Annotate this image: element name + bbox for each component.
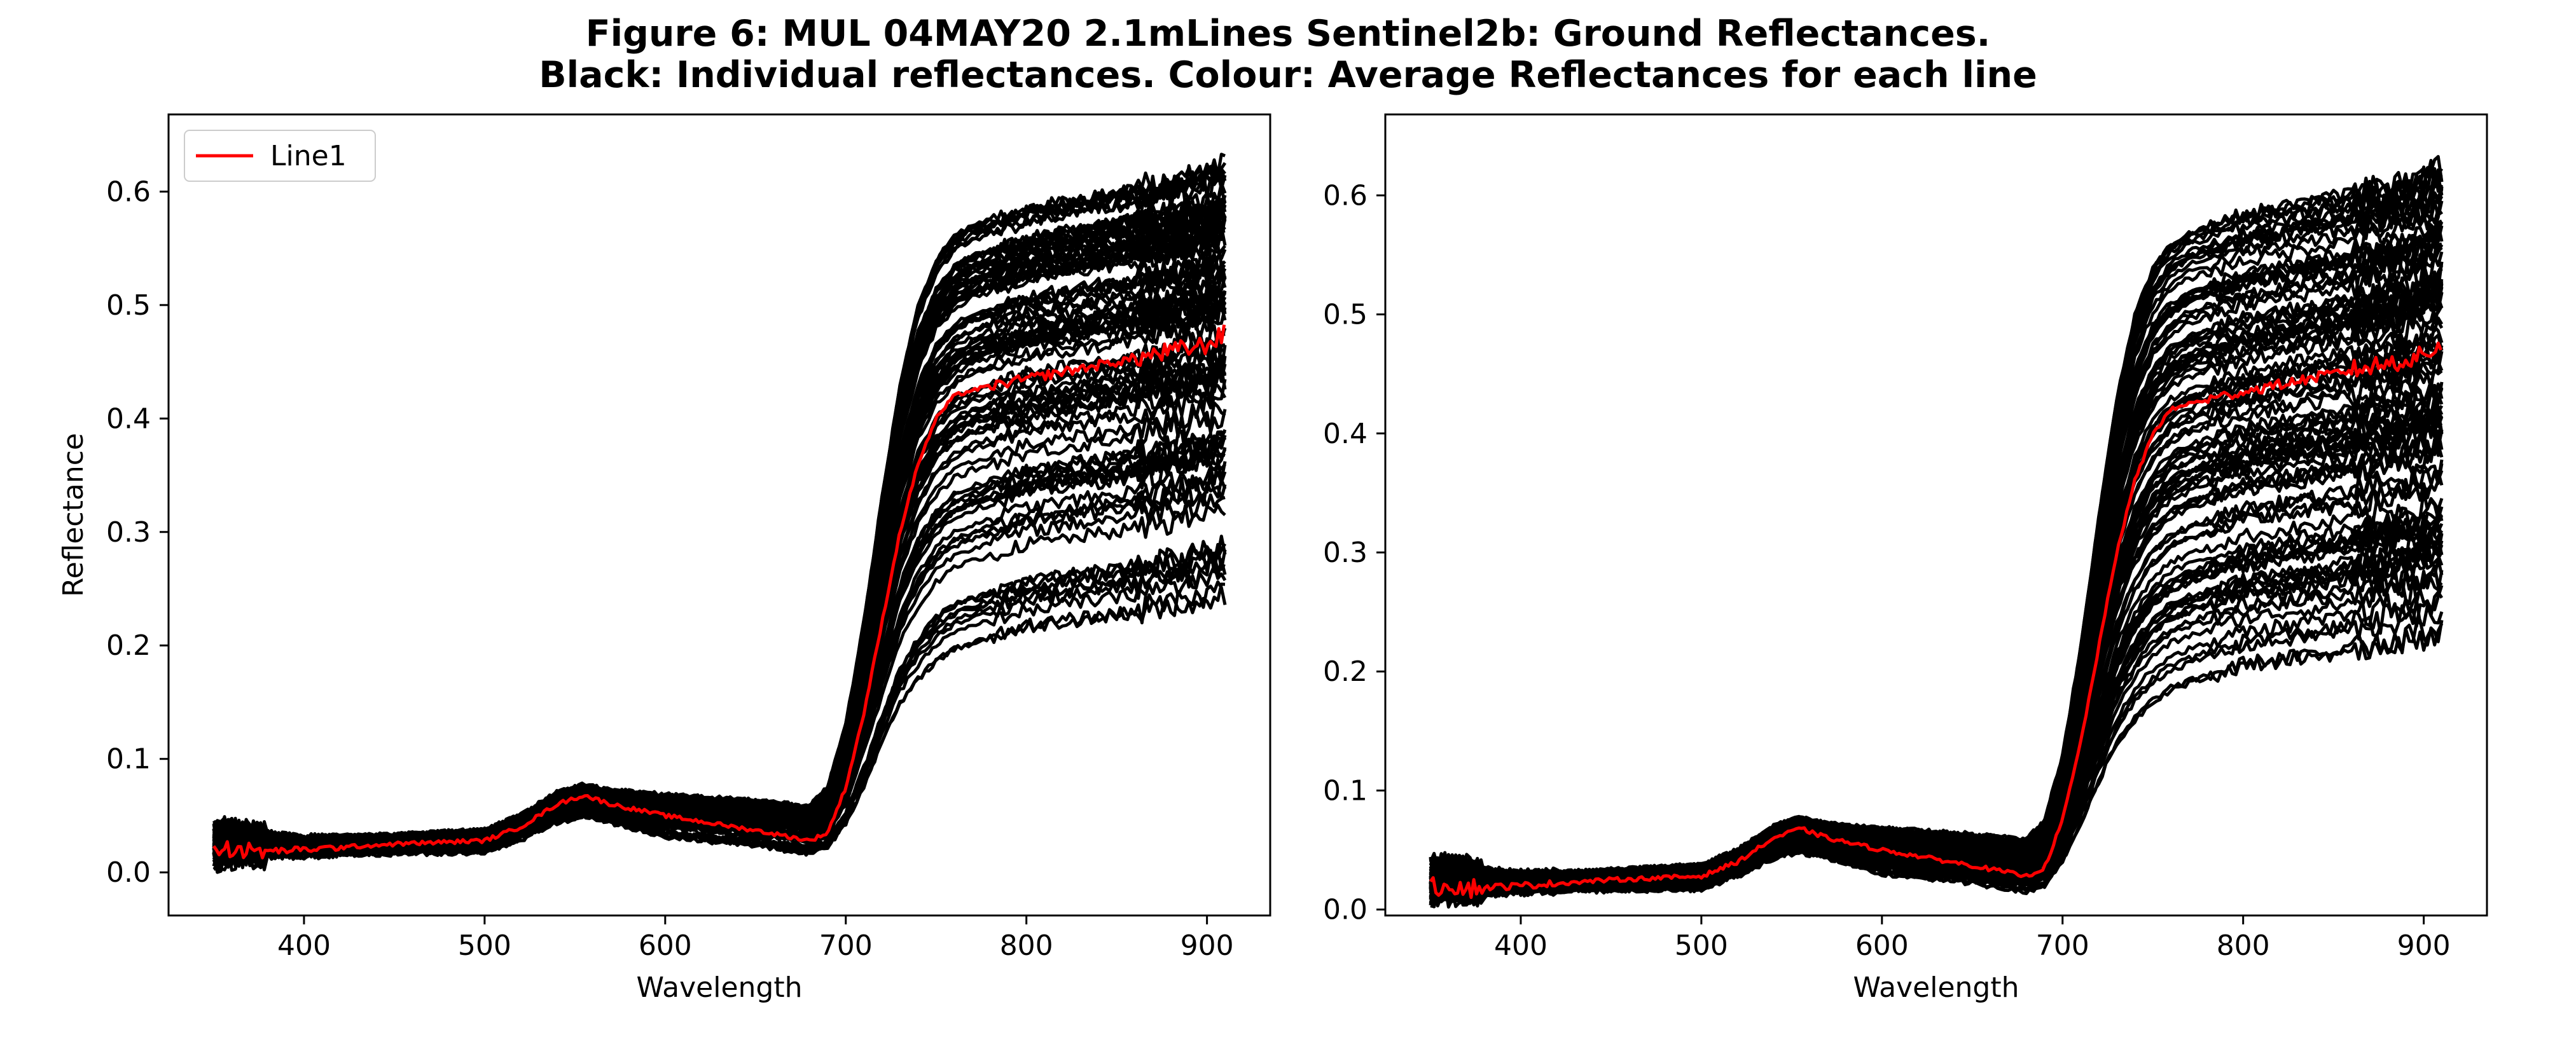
y-tick-label: 0.4 (106, 402, 151, 435)
y-tick-label: 0.1 (1323, 774, 1368, 807)
axes-frame (167, 113, 1271, 917)
legend-entry-label: Line1 (270, 140, 347, 172)
average-reflectance-line (212, 324, 1226, 860)
y-tick-label: 0.2 (1323, 655, 1368, 688)
y-tick-label: 0.3 (106, 516, 151, 549)
individual-spectrum-line (1429, 619, 2444, 906)
figure-title-line-2: Black: Individual reflectances. Colour: … (539, 54, 2037, 96)
individual-spectrum-line (212, 554, 1226, 872)
right-plot-panel: 400 500 600 700 800 900 0.0 0.1 0.2 0.3 0.4 0.5 0.6 W… (1323, 113, 2488, 1004)
individual-spectrum-line (1429, 470, 2444, 902)
y-tick-label: 0.4 (1323, 418, 1368, 450)
legend-box (184, 130, 376, 182)
x-tick-label: 400 (277, 929, 331, 962)
axes-frame (1384, 113, 2488, 917)
x-tick-label: 900 (2397, 929, 2451, 962)
individual-spectrum-line (212, 534, 1227, 871)
y-tick-label: 0.5 (1323, 299, 1368, 331)
x-tick-label: 600 (639, 929, 692, 962)
x-tick-label: 500 (458, 929, 511, 962)
average-reflectance-line (1429, 341, 2442, 899)
individual-spectrum-line (1429, 333, 2444, 893)
y-tick-label: 0.2 (106, 629, 151, 662)
y-axis-label: Reflectance (57, 433, 90, 597)
x-tick-label: 600 (1855, 929, 1909, 962)
individual-spectrum-line (1429, 186, 2444, 881)
x-tick-label: 800 (2217, 929, 2270, 962)
x-tick-label: 900 (1181, 929, 1234, 962)
x-axis-label: Wavelength (1853, 971, 2019, 1004)
y-tick-label: 0.5 (106, 289, 151, 322)
y-tick-label: 0.0 (1323, 894, 1368, 926)
x-tick-label: 700 (819, 929, 873, 962)
legend: Line1 (184, 130, 376, 182)
x-tick-label: 400 (1494, 929, 1548, 962)
individual-spectrum-line (212, 161, 1227, 849)
x-tick-label: 500 (1675, 929, 1728, 962)
figure-title-line-1: Figure 6: MUL 04MAY20 2.1mLines Sentinel… (586, 13, 1991, 55)
left-plot-panel: 400 500 600 700 800 900 0.0 0.1 0.2 0.3 0.4 0.5 0.6 W… (57, 113, 1271, 1004)
y-tick-label: 0.0 (106, 856, 151, 889)
y-tick-label: 0.6 (1323, 179, 1368, 212)
y-tick-label: 0.3 (1323, 537, 1368, 569)
x-tick-label: 700 (2036, 929, 2089, 962)
y-tick-label: 0.1 (106, 743, 151, 776)
individual-spectrum-line (212, 245, 1226, 850)
x-axis-label: Wavelength (636, 971, 802, 1004)
x-tick-label: 800 (1000, 929, 1053, 962)
y-tick-label: 0.6 (106, 175, 151, 208)
